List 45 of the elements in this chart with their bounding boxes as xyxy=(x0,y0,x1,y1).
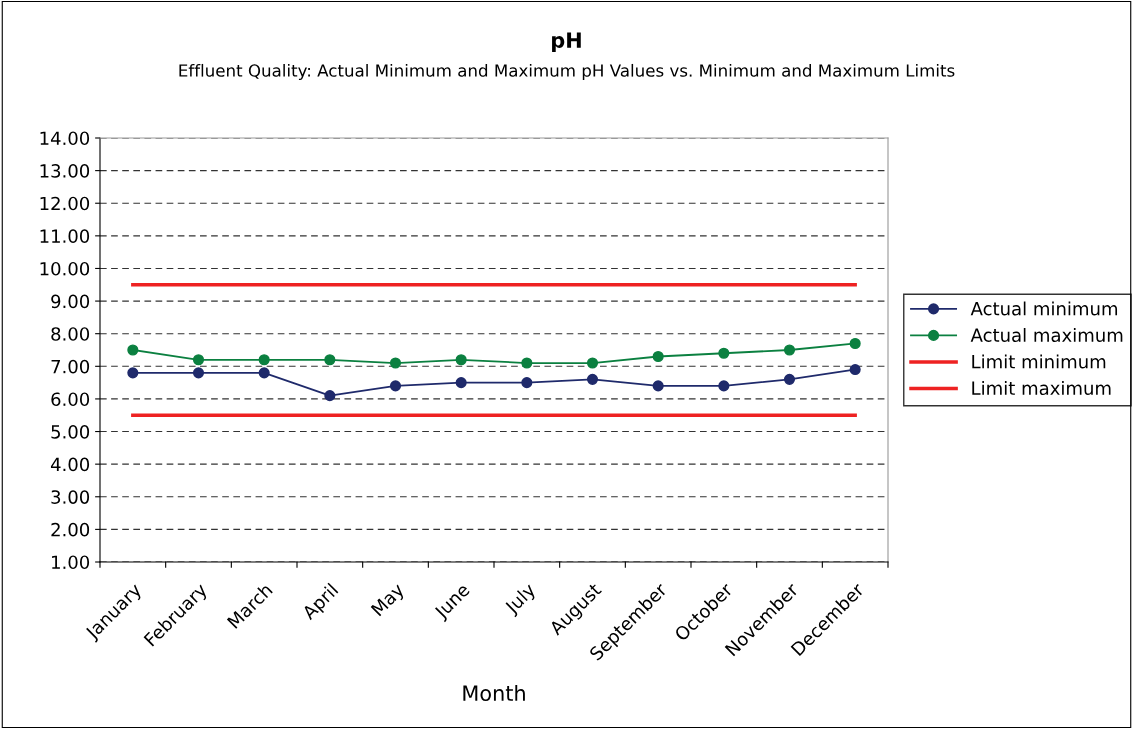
point xyxy=(455,354,467,366)
chart-title: pH xyxy=(552,32,581,53)
point xyxy=(652,350,664,363)
point xyxy=(718,347,730,359)
y-tick-label: 4.00 xyxy=(50,457,90,472)
y-tick-label: 7.00 xyxy=(51,359,90,374)
y-tick-label: 6.00 xyxy=(51,392,90,407)
chart-subtitle: Effluent Quality: Actual Minimum and Maximum pH Values vs. Minimum and Maximum Limits xyxy=(179,63,955,81)
y-tick-label: 12.00 xyxy=(40,196,90,211)
y-tick-label: 3.00 xyxy=(51,490,90,504)
legend-label: Limit minimum xyxy=(972,354,1106,369)
point xyxy=(586,373,599,385)
point xyxy=(324,354,336,366)
y-tick-label: 11.00 xyxy=(40,229,90,243)
point xyxy=(258,354,270,366)
y-tick-label: 10.00 xyxy=(40,261,90,276)
y-tick-label: 1.00 xyxy=(52,555,90,570)
legend-label: Actual maximum xyxy=(970,328,1123,342)
point xyxy=(718,380,730,392)
point xyxy=(455,377,467,389)
legend-label: Actual minimum xyxy=(970,301,1118,316)
point xyxy=(389,357,402,369)
point xyxy=(389,380,402,392)
point xyxy=(849,337,861,350)
point xyxy=(258,367,270,379)
y-tick-label: 13.00 xyxy=(40,164,90,178)
y-tick-label: 9.00 xyxy=(51,294,90,309)
point xyxy=(192,367,205,379)
point xyxy=(783,344,796,356)
y-tick-label: 5.00 xyxy=(51,425,90,439)
point xyxy=(521,357,533,369)
x-axis-title: Month xyxy=(463,684,525,702)
y-tick-label: 2.00 xyxy=(51,522,90,537)
point xyxy=(192,354,205,366)
point xyxy=(324,390,336,402)
y-tick-label: 14.00 xyxy=(40,131,90,146)
point xyxy=(127,367,139,379)
legend-label: Limit maximum xyxy=(972,381,1111,395)
point xyxy=(849,364,861,376)
point xyxy=(586,357,599,369)
point xyxy=(521,377,533,389)
point xyxy=(127,344,139,356)
point xyxy=(783,373,796,385)
y-tick-label: 8.00 xyxy=(51,327,90,341)
point xyxy=(652,380,664,392)
